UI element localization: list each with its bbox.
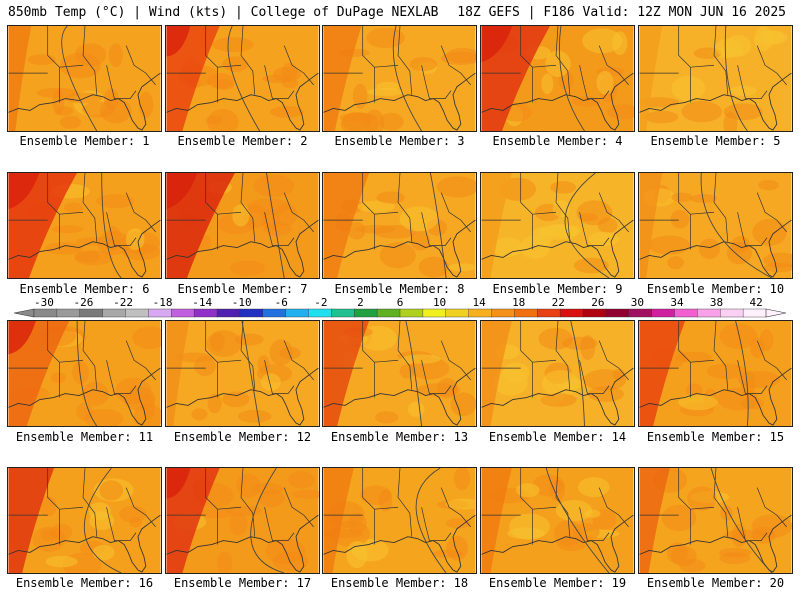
- ensemble-member-label: Ensemble Member: 14: [488, 430, 627, 444]
- ensemble-member-map: [165, 467, 320, 574]
- colorbar-segment: [742, 308, 767, 318]
- ensemble-member-map: [322, 320, 477, 427]
- colorbar-segment: [559, 308, 584, 318]
- ensemble-member-map: [7, 320, 162, 427]
- ensemble-member-label: Ensemble Member: 6: [19, 282, 150, 296]
- colorbar-segment: [399, 308, 424, 318]
- ensemble-member-map: [480, 172, 635, 279]
- colorbar-tick-label: 30: [631, 296, 644, 309]
- ensemble-member-map: [480, 25, 635, 132]
- ensemble-member-map: [7, 467, 162, 574]
- colorbar-segment: [262, 308, 287, 318]
- colorbar-segment: [308, 308, 332, 318]
- colorbar-segment: [674, 308, 698, 318]
- temperature-colorbar: -30 -26 -22 -18 -14 -10 -6 -2 2 6 10 14 18 22 26 30 34 38…: [13, 296, 787, 318]
- ensemble-member-map: [480, 320, 635, 427]
- colorbar-segment: [697, 308, 721, 318]
- colorbar-tick-label: -10: [232, 296, 252, 309]
- colorbar-tick-label: 6: [397, 296, 404, 309]
- ensemble-member-label: Ensemble Member: 8: [334, 282, 465, 296]
- ensemble-member-label: Ensemble Member: 1: [19, 134, 150, 148]
- ensemble-member-label: Ensemble Member: 13: [330, 430, 469, 444]
- ensemble-member-label: Ensemble Member: 9: [492, 282, 623, 296]
- colorbar-segment: [651, 308, 675, 318]
- ensemble-member-label: Ensemble Member: 10: [646, 282, 785, 296]
- ensemble-member-map: [322, 25, 477, 132]
- ensemble-member-label: Ensemble Member: 12: [173, 430, 312, 444]
- colorbar-tick-label: -2: [314, 296, 327, 309]
- colorbar-segment: [422, 308, 447, 318]
- colorbar-segment: [56, 308, 81, 318]
- ensemble-member-label: Ensemble Member: 2: [177, 134, 308, 148]
- colorbar-tick-label: -22: [113, 296, 133, 309]
- ensemble-member-map: [7, 172, 162, 279]
- colorbar-segment: [491, 308, 515, 318]
- colorbar-segment: [33, 308, 58, 318]
- ensemble-member-label: Ensemble Member: 19: [488, 576, 627, 590]
- colorbar-segment: [720, 308, 744, 318]
- ensemble-member-map: [165, 320, 320, 427]
- colorbar-segment: [102, 308, 126, 318]
- ensemble-member-label: Ensemble Member: 4: [492, 134, 623, 148]
- colorbar-segment: [537, 308, 561, 318]
- header-valid-time: 18Z GEFS | F186 Valid: 12Z MON JUN 16 20…: [457, 5, 786, 20]
- colorbar-segment: [285, 308, 309, 318]
- ensemble-member-map: [638, 25, 793, 132]
- colorbar-segment: [79, 308, 104, 318]
- colorbar-segment: [445, 308, 470, 318]
- colorbar-tick-label: 10: [433, 296, 446, 309]
- colorbar-tick-label: -26: [74, 296, 94, 309]
- ensemble-member-map: [638, 467, 793, 574]
- colorbar-segment: [628, 308, 653, 318]
- colorbar-segment: [582, 308, 607, 318]
- ensemble-member-map: [480, 467, 635, 574]
- ensemble-member-label: Ensemble Member: 18: [330, 576, 469, 590]
- colorbar-tick-label: 18: [512, 296, 525, 309]
- header-title: 850mb Temp (°C) | Wind (kts) | College o…: [8, 5, 439, 20]
- colorbar-tick-label: 42: [749, 296, 762, 309]
- colorbar-segment: [148, 308, 172, 318]
- colorbar-segment: [216, 308, 241, 318]
- colorbar-tick-label: 34: [670, 296, 684, 309]
- colorbar-segment: [239, 308, 264, 318]
- ensemble-member-map: [322, 172, 477, 279]
- colorbar-segment: [354, 308, 378, 318]
- colorbar-tick-label: 26: [591, 296, 604, 309]
- ensemble-member-label: Ensemble Member: 3: [334, 134, 465, 148]
- colorbar-segment: [193, 308, 218, 318]
- colorbar-tick-label: -30: [34, 296, 54, 309]
- colorbar-tick-label: 14: [473, 296, 487, 309]
- colorbar-tick-label: -18: [153, 296, 173, 309]
- ensemble-member-label: Ensemble Member: 7: [177, 282, 308, 296]
- ensemble-member-map: [165, 172, 320, 279]
- colorbar-tick-label: 38: [710, 296, 723, 309]
- colorbar-tick-label: -6: [275, 296, 288, 309]
- ensemble-member-label: Ensemble Member: 11: [15, 430, 154, 444]
- ensemble-member-map: [638, 320, 793, 427]
- colorbar-segment: [514, 308, 538, 318]
- colorbar-tick-label: 22: [552, 296, 565, 309]
- ensemble-member-map: [7, 25, 162, 132]
- ensemble-member-map: [165, 25, 320, 132]
- colorbar-segment: [171, 308, 195, 318]
- colorbar-segment: [468, 308, 492, 318]
- ensemble-member-label: Ensemble Member: 20: [646, 576, 785, 590]
- colorbar-segment: [125, 308, 149, 318]
- ensemble-member-label: Ensemble Member: 16: [15, 576, 154, 590]
- colorbar-segment: [376, 308, 401, 318]
- colorbar-tick-label: -14: [192, 296, 212, 309]
- ensemble-member-label: Ensemble Member: 5: [650, 134, 781, 148]
- colorbar-segment: [331, 308, 355, 318]
- ensemble-member-label: Ensemble Member: 17: [173, 576, 312, 590]
- colorbar-segment: [605, 308, 630, 318]
- ensemble-member-label: Ensemble Member: 15: [646, 430, 785, 444]
- colorbar-tick-label: 2: [357, 296, 364, 309]
- ensemble-member-map: [322, 467, 477, 574]
- ensemble-member-map: [638, 172, 793, 279]
